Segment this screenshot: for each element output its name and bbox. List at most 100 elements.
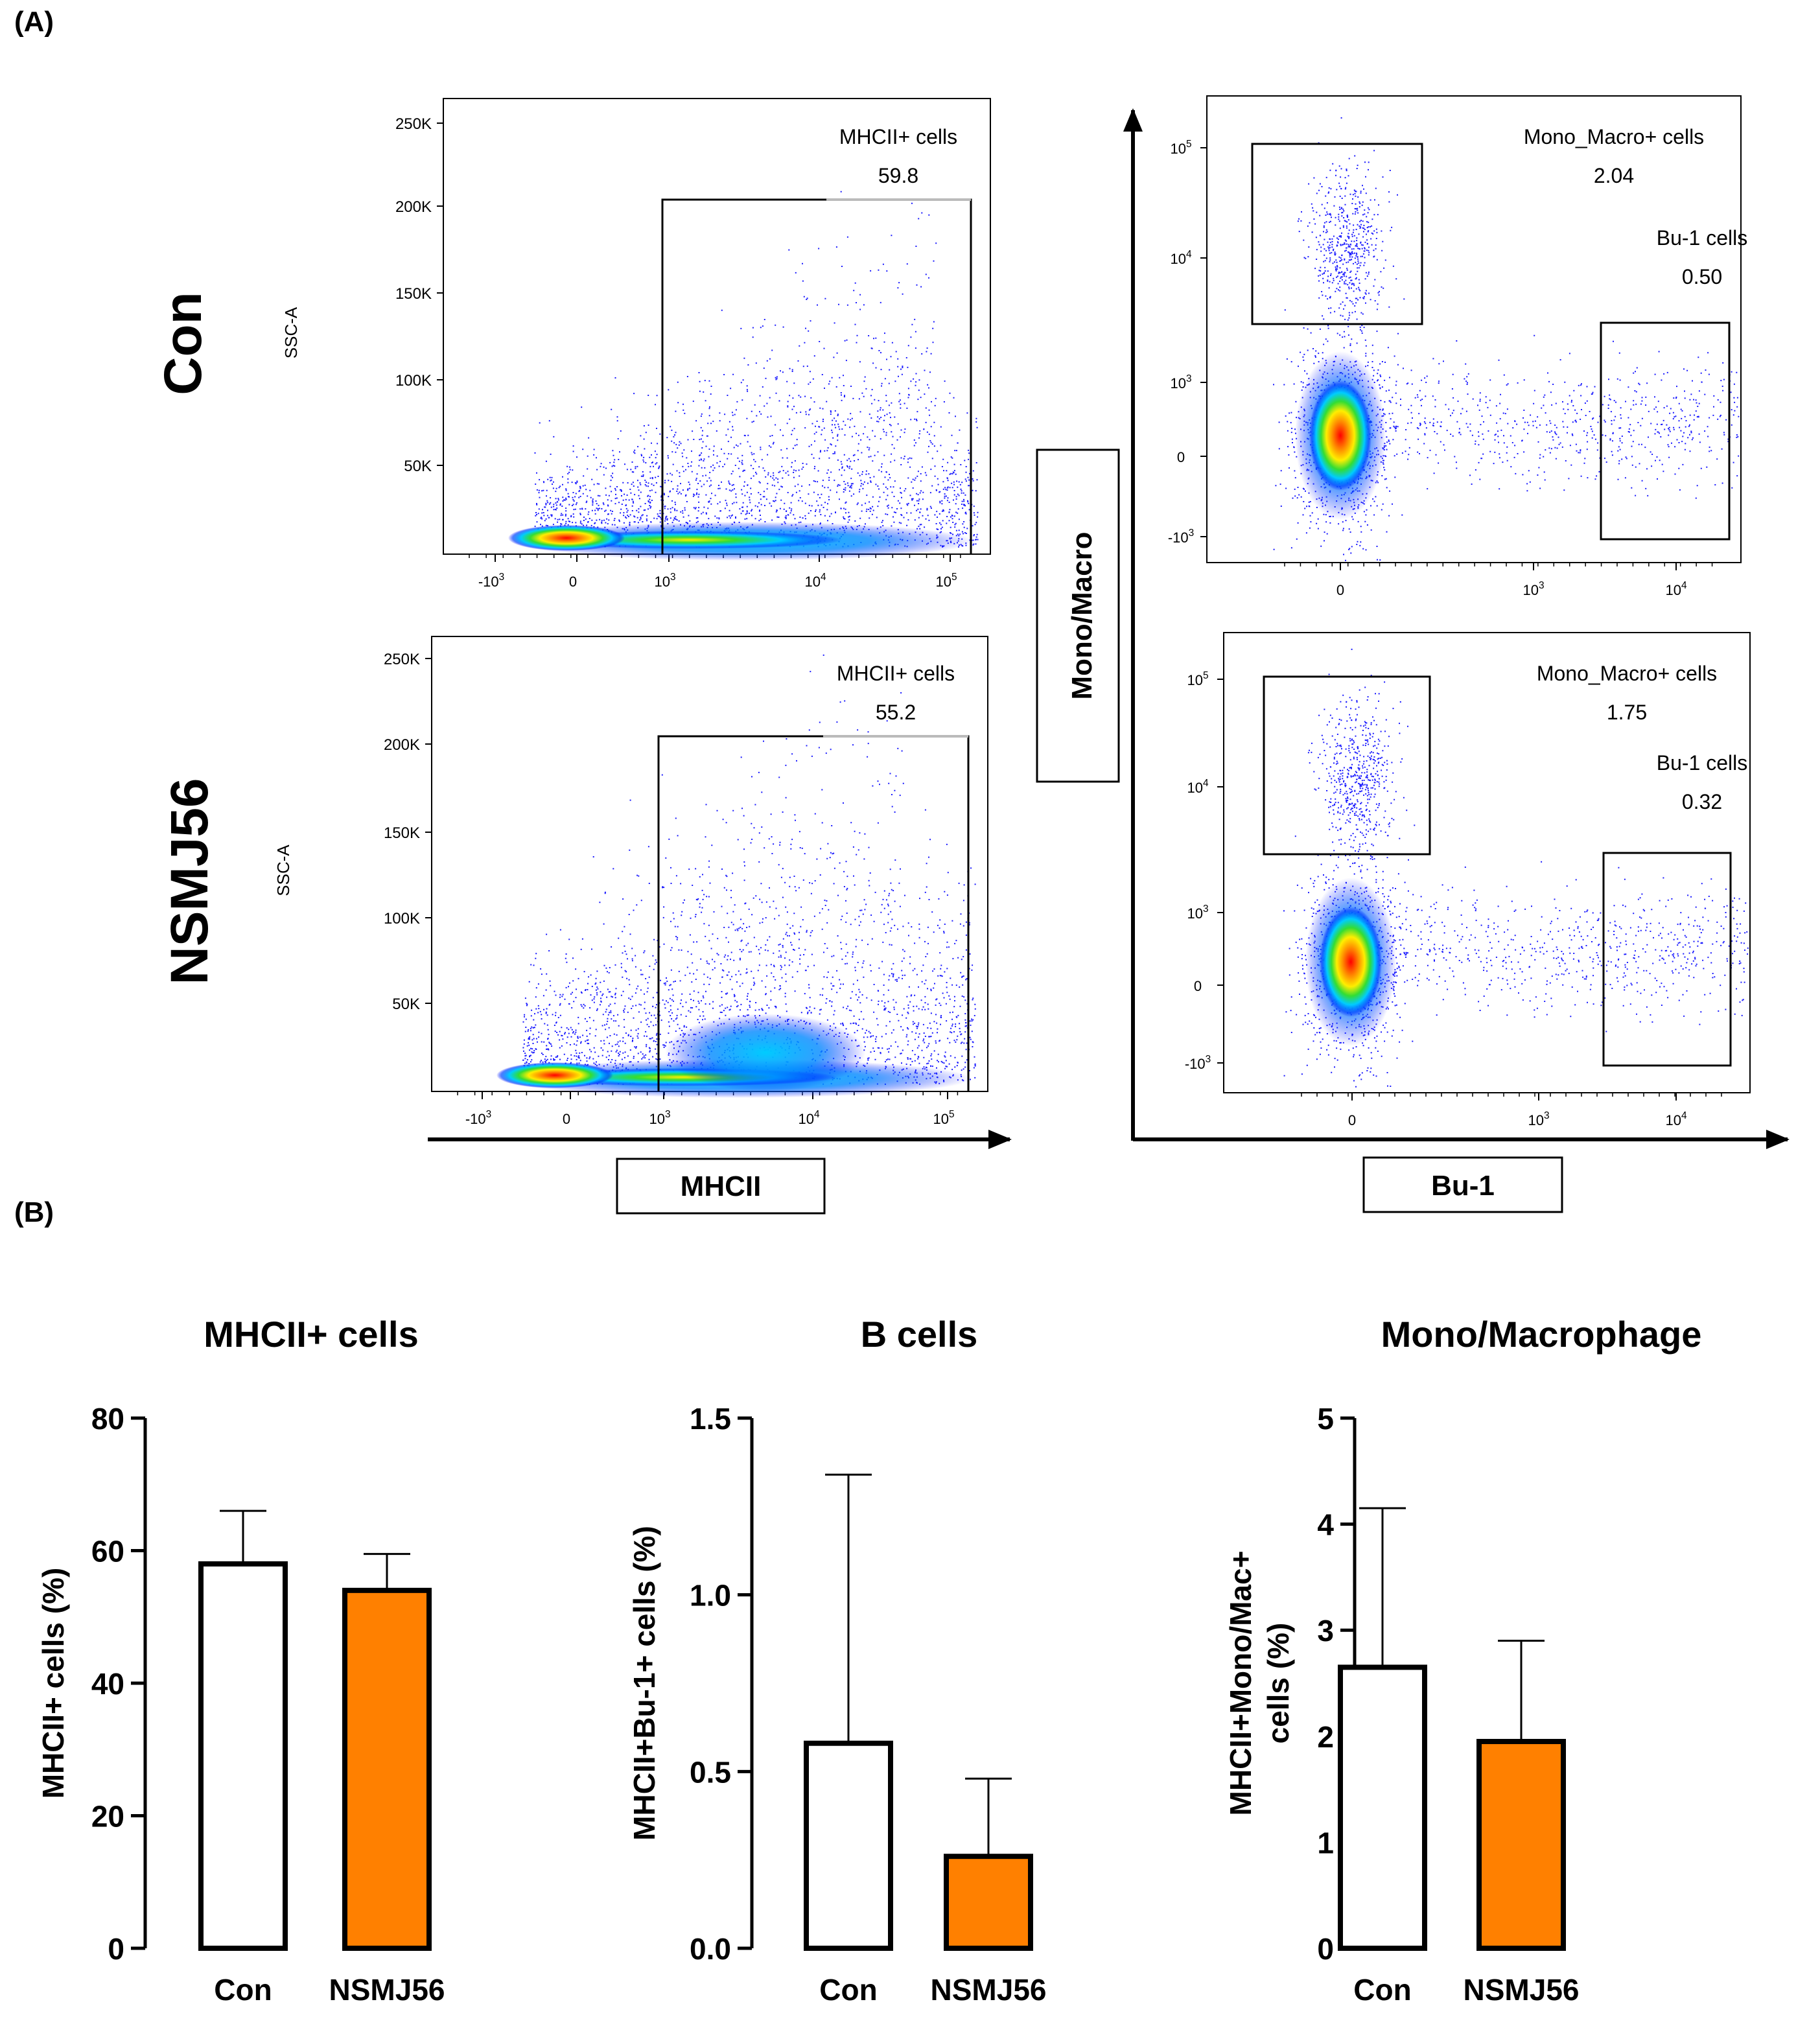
x-tick-label-base: 0 xyxy=(1336,582,1344,598)
y-tick-label-base: 10 xyxy=(1170,251,1185,267)
x-tick-label: 104 xyxy=(1665,580,1686,598)
x-tick-label-exp: 3 xyxy=(670,572,676,583)
y-tick-label: 80 xyxy=(91,1402,124,1436)
y-tick-label-exp: 3 xyxy=(1203,903,1209,915)
x-tick-label-exp: 4 xyxy=(814,1109,820,1120)
bar-chart-3: Mono/Macrophage 0 1 2 3 4 5 MHCII+Mono/Mac+ cell… xyxy=(1224,1314,1701,2007)
y-tick-label: 104 xyxy=(1187,778,1208,796)
y-tick-label-exp: 4 xyxy=(1203,778,1209,789)
mhcii-axis-name: MHCII xyxy=(681,1171,762,1202)
x-tick-label: 104 xyxy=(1665,1110,1686,1128)
bu1-gate xyxy=(1600,321,1731,541)
chart-title: Mono/Macrophage xyxy=(1381,1314,1702,1355)
category-label: NSMJ56 xyxy=(1464,1973,1580,2007)
gate-value: 59.8 xyxy=(878,164,918,187)
x-tick-label-base: 0 xyxy=(563,1111,570,1127)
y-tick-label-base: 10 xyxy=(1187,672,1202,688)
x-tick-label: 0 xyxy=(1348,1112,1356,1128)
x-tick-label-base: 10 xyxy=(1665,1112,1681,1128)
x-tick-label-exp: 4 xyxy=(1681,1110,1687,1121)
x-tick-label: 105 xyxy=(933,1109,954,1127)
chart-title: B cells xyxy=(861,1314,978,1355)
x-tick-label-base: 10 xyxy=(933,1111,948,1127)
category-label: Con xyxy=(819,1973,877,2007)
gate-mono-value: 1.75 xyxy=(1607,701,1647,724)
y-tick-label: 4 xyxy=(1317,1508,1334,1542)
y-tick-label-exp: 5 xyxy=(1203,670,1209,681)
plot-frame xyxy=(443,98,991,555)
y-tick-label: 1.0 xyxy=(690,1579,731,1613)
mhcii-gate xyxy=(657,735,970,1091)
monomacro-axis-name: Mono/Macro xyxy=(1066,531,1098,699)
y-tick-label-base: 10 xyxy=(1187,780,1202,796)
ssc-tick-label: 150K xyxy=(384,824,420,842)
x-tick-label-base: -10 xyxy=(465,1111,486,1127)
y-tick-label: 60 xyxy=(91,1535,124,1568)
y-tick-label-exp: 5 xyxy=(1186,139,1192,150)
ssc-tick-label: 250K xyxy=(384,651,420,668)
x-tick-label-base: 10 xyxy=(1522,582,1538,598)
mhcii-gate xyxy=(661,198,972,554)
y-tick-label: 103 xyxy=(1187,903,1208,922)
ssc-tick-label: 50K xyxy=(404,458,432,475)
x-tick-label-exp: 3 xyxy=(1544,1110,1550,1121)
bar-nsmj56 xyxy=(342,1587,432,1952)
gate-mono-value: 2.04 xyxy=(1594,164,1634,187)
x-tick-label: 105 xyxy=(935,572,957,590)
bar-con xyxy=(804,1740,893,1952)
ssc-tick-label: 150K xyxy=(395,285,432,303)
plot-frame xyxy=(1206,95,1742,563)
gate-bu-value: 0.32 xyxy=(1682,790,1722,813)
y-tick-label: 40 xyxy=(91,1667,124,1701)
bu1-axis-name: Bu-1 xyxy=(1431,1170,1495,1202)
ssc-axis-label: SSC-A xyxy=(281,307,301,358)
gate-label: MHCII+ cells xyxy=(839,125,957,148)
y-tick-label: 105 xyxy=(1187,670,1208,688)
x-tick-label: 103 xyxy=(649,1109,670,1127)
x-tick-label-base: 10 xyxy=(798,1111,813,1127)
y-tick-label: 105 xyxy=(1170,139,1191,157)
x-tick-label-base: 0 xyxy=(1348,1112,1356,1128)
y-tick-label: 104 xyxy=(1170,249,1191,267)
y-tick-label: -103 xyxy=(1168,528,1194,546)
bar-nsmj56 xyxy=(1476,1738,1566,1951)
ssc-tick-label: 200K xyxy=(395,198,432,216)
y-tick-label: 5 xyxy=(1317,1402,1334,1436)
x-tick-label-exp: 3 xyxy=(1539,580,1545,591)
x-tick-label: 0 xyxy=(563,1111,570,1127)
y-tick-label-base: 10 xyxy=(1187,905,1202,922)
y-tick-label: 0.5 xyxy=(690,1755,731,1789)
ssc-tick-label: 200K xyxy=(384,736,420,754)
y-tick-label-exp: 3 xyxy=(1186,373,1192,384)
x-tick-label: -103 xyxy=(465,1109,491,1127)
x-tick-label: 103 xyxy=(1528,1110,1549,1128)
ssc-tick-label: 250K xyxy=(395,115,432,133)
y-axis-label-line: MHCII+Mono/Mac+ xyxy=(1224,1551,1257,1816)
x-tick-label: 104 xyxy=(804,572,826,590)
category-label: Con xyxy=(1353,1973,1411,2007)
y-tick-label-exp: 3 xyxy=(1206,1054,1211,1065)
x-tick-label-exp: 3 xyxy=(486,1109,492,1120)
bar-chart-1: MHCII+ cells 0 20 40 60 80 MHCII+ cells (%) Con… xyxy=(36,1314,445,2007)
plot-frame xyxy=(1223,632,1751,1093)
y-tick-label: 0.0 xyxy=(690,1932,731,1966)
density-peak xyxy=(496,1062,613,1088)
density-upper xyxy=(665,1014,866,1091)
x-tick-label-base: 10 xyxy=(649,1111,664,1127)
gate-bu-value: 0.50 xyxy=(1682,265,1722,288)
y-tick-label: 0 xyxy=(1317,1932,1334,1966)
y-tick-label: 103 xyxy=(1170,373,1191,391)
bu1-axis-box xyxy=(1362,1156,1563,1213)
x-tick-label-exp: 4 xyxy=(821,572,826,583)
scatter-points xyxy=(534,191,979,548)
bar-chart-2: B cells 0.0 0.5 1.0 1.5 MHCII+Bu-1+ cells (%)… xyxy=(627,1314,1046,2007)
x-tick-label: 0 xyxy=(569,574,577,590)
density-peak xyxy=(508,525,625,551)
y-tick-label: 0 xyxy=(1194,978,1202,994)
gate-mono-label: Mono_Macro+ cells xyxy=(1524,125,1704,148)
